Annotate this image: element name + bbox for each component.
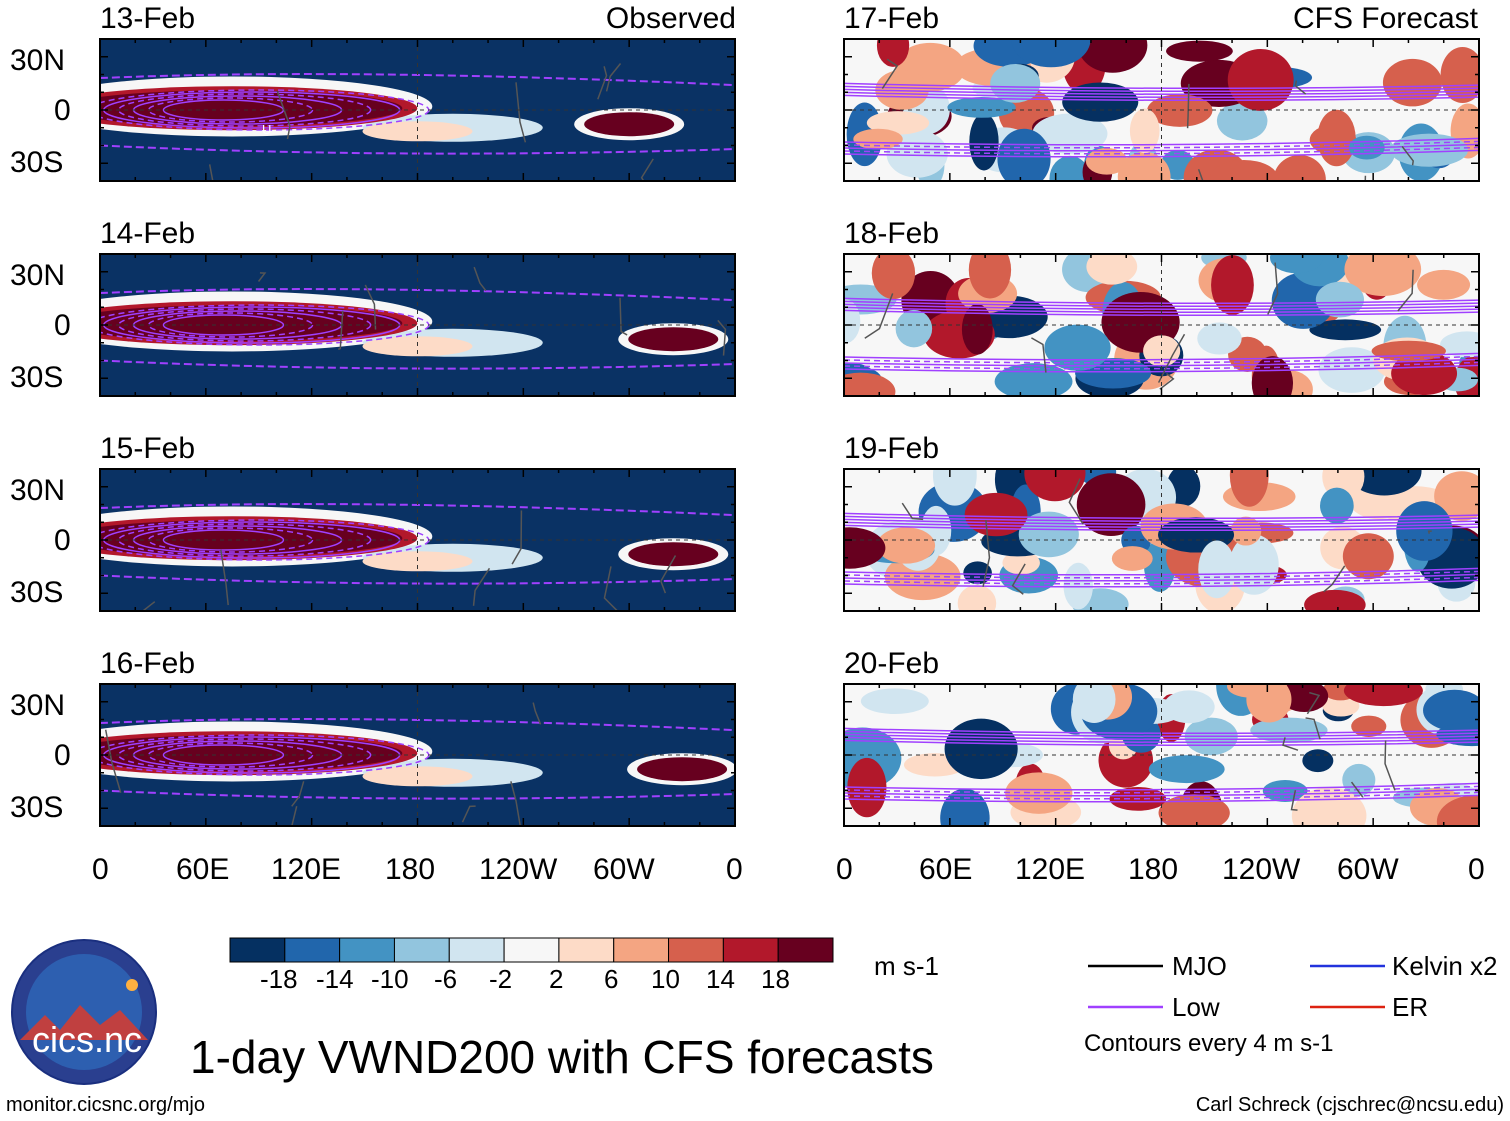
x-tick-label: 60W [593, 853, 655, 886]
x-tick-label: 120E [1015, 853, 1086, 886]
x-tick-label: 60W [1337, 853, 1399, 886]
x-tick-label: 0 [726, 853, 743, 886]
panel-date-label: 19-Feb [844, 432, 940, 465]
y-tick-label: 30S [10, 146, 64, 179]
legend-label-low: Low [1172, 992, 1220, 1022]
colorbar-segment [503, 937, 560, 963]
colorbar-segment [722, 937, 779, 963]
chart-title: 1-day VWND200 with CFS forecasts [190, 1031, 934, 1083]
legend-label-er: ER [1392, 992, 1429, 1022]
colorbar-segment [339, 937, 395, 963]
cicsnc-logo [11, 939, 157, 1085]
logo-text: cics.nc [32, 1019, 143, 1060]
panel-date-label: 14-Feb [100, 217, 196, 250]
colorbar-tick-label: -14 [316, 964, 354, 994]
y-tick-label: 0 [54, 739, 71, 772]
panel-date-label: 15-Feb [100, 432, 196, 465]
colorbar-tick-label: 6 [604, 964, 619, 994]
x-tick-label: 0 [836, 853, 853, 886]
colorbar-tick-label: -18 [260, 964, 298, 994]
map-panel-17-Feb [843, 38, 1480, 182]
map-panel-13-Feb [99, 38, 736, 182]
y-tick-label: 30S [10, 576, 64, 609]
map-panel-16-Feb [99, 683, 736, 827]
observed-heading: Observed [605, 2, 736, 35]
colorbar-tick-label: -10 [371, 964, 409, 994]
map-panel-18-Feb [843, 253, 1480, 397]
x-tick-label: 120E [271, 853, 342, 886]
map-panel-19-Feb [843, 468, 1480, 612]
y-tick-label: 30N [10, 44, 66, 77]
colorbar-segment [777, 937, 834, 963]
x-tick-label: 180 [385, 853, 436, 886]
colorbar-tick-label: 10 [651, 964, 680, 994]
panel-date-label: 13-Feb [100, 2, 196, 35]
y-tick-label: 0 [54, 309, 71, 342]
colorbar-segment [229, 937, 286, 963]
footer-credit: Carl Schreck (cjschrec@ncsu.edu) [1195, 1094, 1504, 1116]
x-tick-label: 0 [92, 853, 109, 886]
y-tick-label: 0 [54, 94, 71, 127]
legend [1088, 964, 1385, 1009]
y-tick-label: 30N [10, 474, 66, 507]
y-tick-label: 0 [54, 524, 71, 557]
colorbar-tick-label: 14 [706, 964, 735, 994]
colorbar-tick-label: 2 [549, 964, 564, 994]
map-panel-14-Feb [99, 253, 736, 397]
colorbar-tick-label: -2 [489, 964, 513, 994]
y-tick-label: 30S [10, 791, 64, 824]
panel-date-label: 20-Feb [844, 647, 940, 680]
annotation-u: U [262, 122, 272, 137]
y-tick-label: 30N [10, 259, 66, 292]
colorbar-tick-label: -6 [434, 964, 458, 994]
colorbar-segment [613, 937, 670, 963]
forecast-heading: CFS Forecast [1292, 2, 1478, 35]
legend-note: Contours every 4 m s-1 [1084, 1030, 1334, 1057]
colorbar-segment [448, 937, 505, 963]
map-panel-15-Feb [99, 468, 736, 612]
legend-label-mjo: MJO [1172, 951, 1227, 981]
panel-date-label: 17-Feb [844, 2, 940, 35]
units-label: m s-1 [874, 951, 939, 981]
x-tick-label: 120W [1222, 853, 1301, 886]
colorbar-segment [668, 937, 724, 963]
y-tick-label: 30N [10, 689, 66, 722]
panel-date-label: 18-Feb [844, 217, 940, 250]
colorbar-segment [284, 937, 341, 963]
x-tick-label: 180 [1128, 853, 1179, 886]
colorbar-tick-label: 18 [761, 964, 790, 994]
footer-url[interactable]: monitor.cicsnc.org/mjo [6, 1094, 205, 1116]
panel-date-label: 16-Feb [100, 647, 196, 680]
panels-layer [99, 38, 1480, 827]
colorbar-segment [558, 937, 615, 963]
y-tick-label: 30S [10, 361, 64, 394]
x-tick-label: 120W [479, 853, 558, 886]
x-tick-label: 60E [919, 853, 973, 886]
map-panel-20-Feb [843, 683, 1480, 827]
x-tick-label: 60E [176, 853, 230, 886]
x-tick-label: 0 [1468, 853, 1485, 886]
legend-label-kelvin: Kelvin x2 [1392, 951, 1498, 981]
colorbar-segment [393, 937, 450, 963]
color-bar [229, 937, 834, 963]
